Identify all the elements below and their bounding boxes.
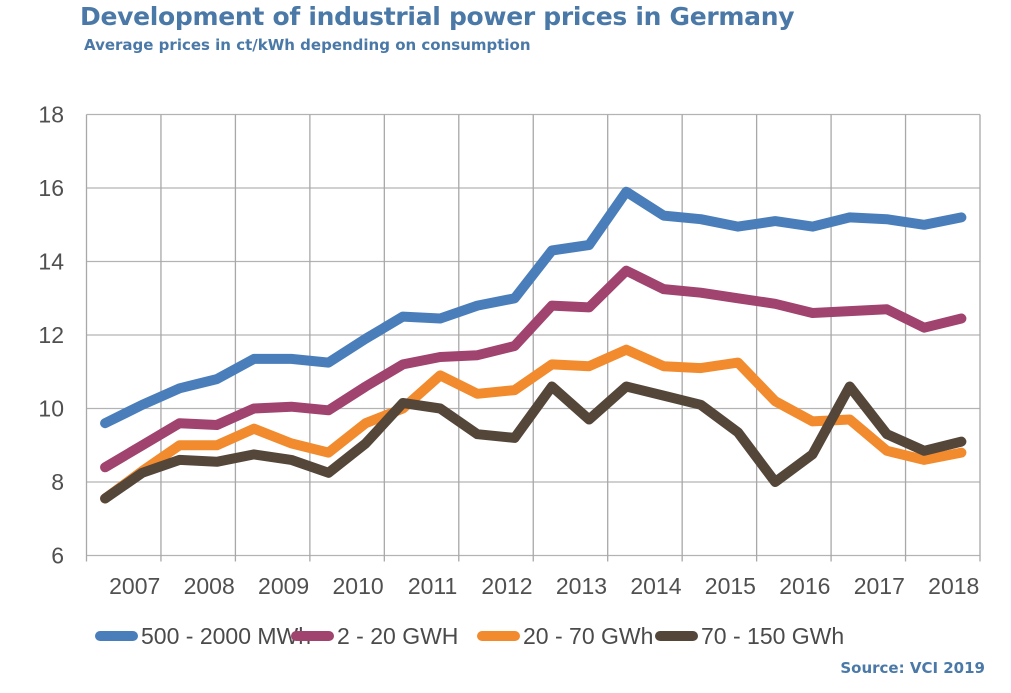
x-axis: 2007 2008 2009 2010 2011 2012 2013 2014 2015 2016… [109,573,979,599]
y-axis: 6 8 10 12 14 16 18 [38,102,64,569]
x-tick-label: 2008 [184,573,235,599]
y-tick-label: 18 [38,102,64,128]
legend-label: 20 - 70 GWh [523,623,653,649]
x-tick-label: 2015 [705,573,756,599]
x-tick-label: 2007 [109,573,160,599]
x-tick-label: 2009 [258,573,309,599]
x-tick-label: 2012 [481,573,532,599]
source-note: Source: VCI 2019 [840,659,985,677]
x-tick-label: 2013 [556,573,607,599]
legend-label: 500 - 2000 MWh [141,623,311,649]
legend-label: 2 - 20 GWH [337,623,458,649]
x-tick-label: 2010 [333,573,384,599]
chart-subtitle: Average prices in ct/kWh depending on co… [84,36,531,54]
x-tick-label: 2011 [408,573,457,599]
y-tick-label: 8 [51,469,64,495]
legend: 500 - 2000 MWh 2 - 20 GWH 20 - 70 GWh 70 - … [95,623,844,649]
y-tick-label: 12 [38,322,64,348]
legend-label: 70 - 150 GWh [701,623,844,649]
x-tick-label: 2018 [928,573,979,599]
x-tick-label: 2014 [630,573,681,599]
y-tick-label: 16 [38,175,64,201]
series-line-4 [100,381,967,504]
series-line-1 [100,186,967,429]
y-tick-label: 14 [38,249,64,275]
chart-title: Development of industrial power prices i… [80,2,795,31]
series-lines [100,186,967,504]
x-tick-label: 2017 [854,573,905,599]
x-tick-label: 2016 [779,573,830,599]
series-line-2 [100,265,967,473]
grid [85,113,981,562]
y-tick-label: 6 [51,543,64,569]
y-tick-label: 10 [38,396,64,422]
series-line-3 [100,344,967,504]
